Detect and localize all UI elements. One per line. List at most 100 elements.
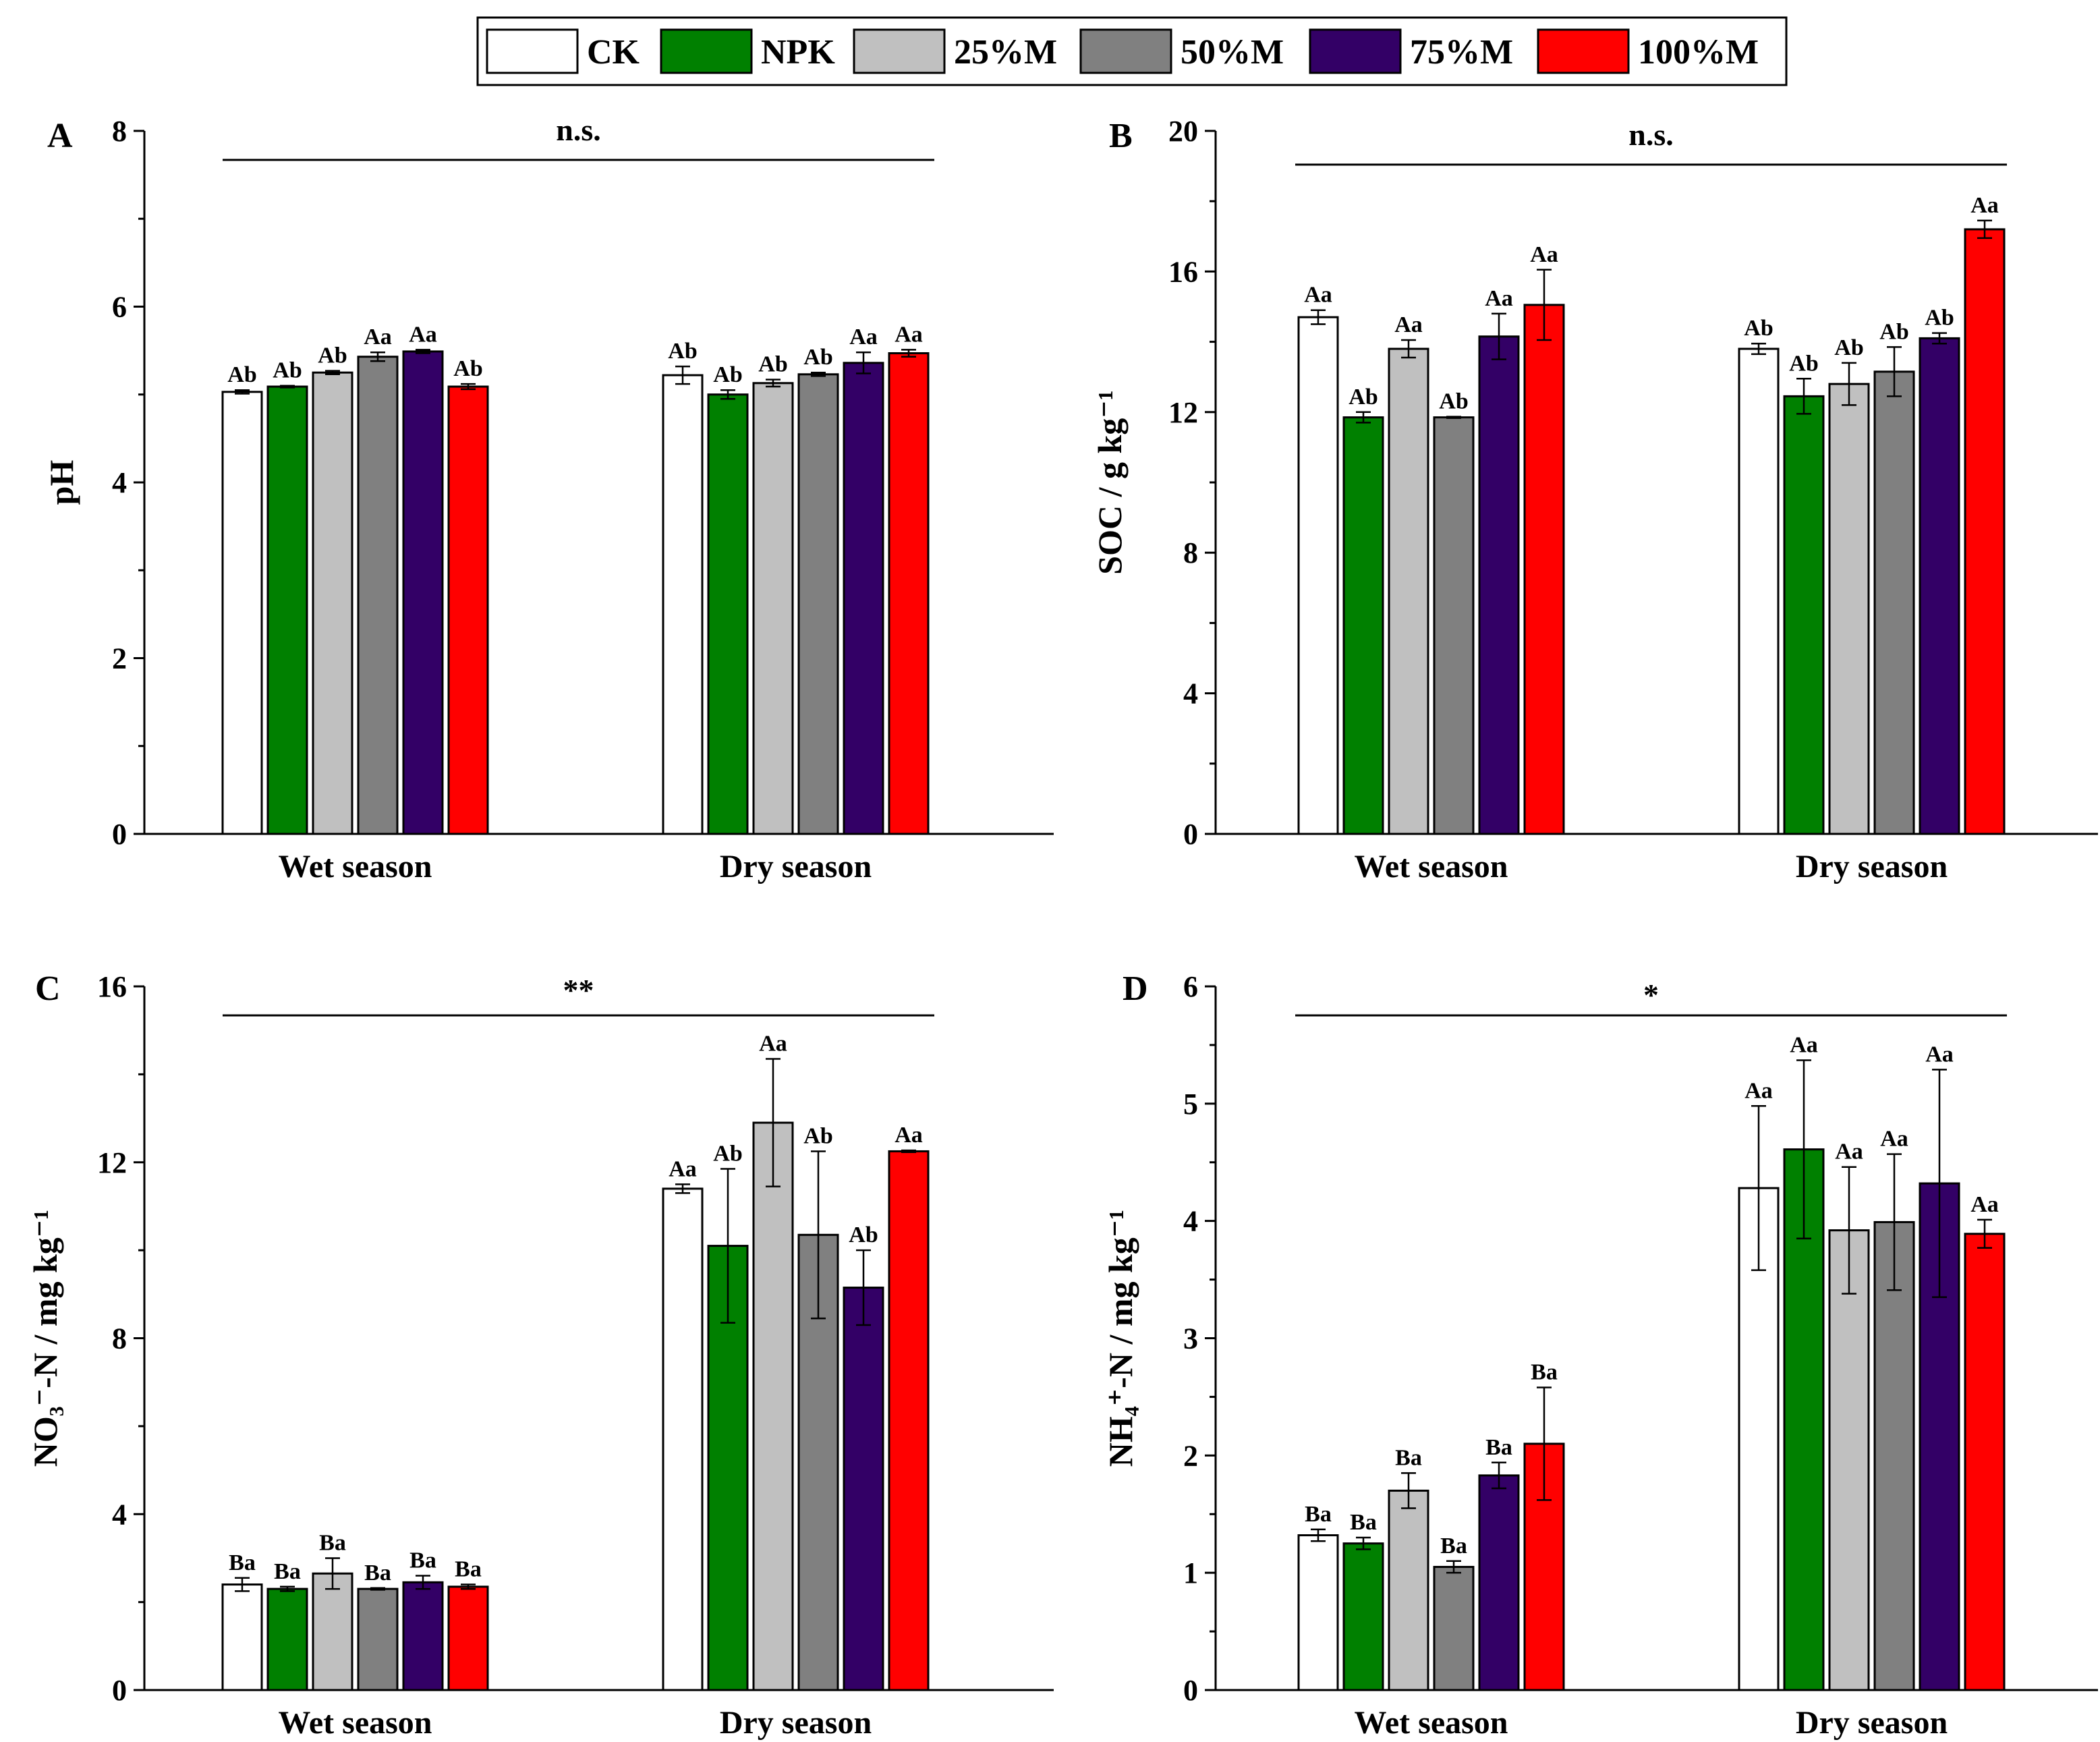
legend-swatch-ck <box>486 28 579 74</box>
bar-ck-wet-season <box>1297 1534 1339 1691</box>
bar-significance-label: Ab <box>1925 306 1954 331</box>
chart-panels: 0 2 4 6 8 ApH n.s. Wet season Ab Ab Ab Aa Aa Ab Dry se… <box>26 113 2098 1741</box>
bar-significance-label: Ab <box>758 352 787 377</box>
bar-significance-label: Ab <box>453 356 482 381</box>
bar-ck-wet-season <box>221 1583 263 1691</box>
bar-25-m-wet-season <box>312 371 353 835</box>
bar-ck-dry-season <box>662 1187 704 1691</box>
x-category-label: Dry season <box>1796 849 1948 884</box>
panel-a: 0 2 4 6 8 ApH n.s. Wet season Ab Ab Ab Aa Aa Ab Dry se… <box>42 113 1054 884</box>
x-category-label: Wet season <box>279 1705 432 1741</box>
y-tick-label: 6 <box>112 291 127 324</box>
bar-100-m-dry-season <box>888 1150 930 1691</box>
bar-ck-dry-season <box>1738 1187 1780 1691</box>
x-category-label: Dry season <box>1796 1705 1948 1741</box>
bar-75-m-wet-season <box>402 350 444 835</box>
bar-50-m-wet-season <box>357 1588 399 1691</box>
significance-label: ** <box>563 973 594 1007</box>
y-axis-label: NO₃⁻-N / mg kg⁻¹ <box>26 1210 64 1467</box>
bar-ck-dry-season <box>662 374 704 835</box>
legend-label-npk: NPK <box>761 33 835 72</box>
bar-25-m-wet-season <box>1388 1489 1429 1691</box>
bar-significance-label: Aa <box>849 325 878 349</box>
y-tick-label: 4 <box>112 1498 127 1531</box>
bar-significance-label: Ab <box>803 345 832 370</box>
bar-significance-label: Ba <box>1531 1360 1558 1385</box>
bar-100-m-wet-season <box>447 385 489 835</box>
bar-significance-label: Ab <box>803 1123 832 1148</box>
bar-significance-label: Ba <box>1485 1435 1512 1460</box>
bar-significance-label: Aa <box>759 1032 787 1057</box>
bar-75-m-dry-season <box>1919 337 1960 835</box>
bar-significance-label: Ba <box>229 1550 256 1575</box>
bar-significance-label: Aa <box>1835 1140 1863 1164</box>
legend-label-ck: CK <box>587 33 640 72</box>
bar-ck-dry-season <box>1738 347 1780 835</box>
bar-75-m-wet-season <box>1478 335 1520 835</box>
y-tick-label: 5 <box>1183 1088 1198 1121</box>
bar-25-m-dry-season <box>1828 1229 1870 1691</box>
bar-ck-wet-season <box>1297 316 1339 835</box>
bar-25-m-dry-season <box>752 1121 794 1691</box>
y-tick-label: 2 <box>112 642 127 675</box>
y-tick-label: 1 <box>1183 1556 1198 1590</box>
legend-label-100-m: 100%M <box>1638 33 1759 72</box>
panel-c: 0 4 8 12 16 C NO₃⁻-N / mg kg⁻¹ ** Wet season Ba Ba… <box>26 970 1054 1741</box>
bar-significance-label: Ab <box>1349 385 1378 410</box>
y-tick-label: 0 <box>112 818 127 851</box>
bar-50-m-dry-season <box>1873 370 1915 835</box>
bar-100-m-wet-season <box>1523 304 1565 835</box>
y-tick-label: 12 <box>97 1146 127 1179</box>
significance-label: * <box>1643 978 1659 1012</box>
bar-significance-label: Aa <box>1790 1033 1818 1058</box>
y-tick-label: 0 <box>1183 1674 1198 1707</box>
bar-significance-label: Ab <box>227 362 256 387</box>
bar-ck-wet-season <box>221 391 263 835</box>
bar-75-m-wet-season <box>402 1581 444 1691</box>
legend: CK NPK 25%M 50%M 75%M 100%M <box>476 16 1788 86</box>
y-tick-label: 2 <box>1183 1439 1198 1472</box>
bar-significance-label: Ab <box>1789 351 1818 376</box>
bar-significance-label: Aa <box>1304 283 1332 308</box>
bar-100-m-wet-season <box>447 1585 489 1691</box>
bar-significance-label: Ba <box>319 1530 346 1555</box>
bar-significance-label: Ba <box>409 1548 436 1573</box>
panel-b: 0 4 8 12 16 20 B SOC / g kg⁻¹ n.s. Wet season Aa Ab… <box>1091 115 2098 884</box>
y-axis-label: NH₄⁺-N / mg kg⁻¹ <box>1102 1210 1139 1467</box>
bar-significance-label: Aa <box>669 1156 697 1181</box>
x-category-label: Dry season <box>720 1705 872 1741</box>
bar-75-m-wet-season <box>1478 1474 1520 1691</box>
bar-significance-label: Ba <box>1350 1510 1377 1535</box>
bar-significance-label: Ab <box>318 343 347 368</box>
x-category-label: Dry season <box>720 849 872 884</box>
bar-100-m-dry-season <box>888 352 930 835</box>
bar-npk-wet-season <box>266 1588 308 1691</box>
y-axis-label: pH <box>42 460 80 505</box>
bar-significance-label: Aa <box>1970 1192 1999 1217</box>
bar-25-m-wet-season <box>1388 347 1429 835</box>
bar-significance-label: Ab <box>668 339 697 364</box>
bar-significance-label: Aa <box>364 325 392 349</box>
bar-significance-label: Ba <box>274 1559 301 1584</box>
y-tick-label: 6 <box>1183 970 1198 1003</box>
x-category-label: Wet season <box>1355 1705 1508 1741</box>
panel-letter: B <box>1109 117 1133 155</box>
bar-significance-label: Ab <box>1439 389 1468 414</box>
bar-75-m-dry-season <box>843 362 884 835</box>
bar-npk-dry-season <box>707 393 749 835</box>
bar-significance-label: Ab <box>713 1142 742 1167</box>
bar-significance-label: Aa <box>1744 1078 1773 1103</box>
bar-npk-wet-season <box>266 385 308 835</box>
significance-label: n.s. <box>556 113 600 147</box>
y-tick-label: 0 <box>112 1674 127 1707</box>
bar-100-m-dry-season <box>1964 228 2006 835</box>
legend-swatch-50-m <box>1079 28 1172 74</box>
x-category-label: Wet season <box>279 849 432 884</box>
bar-significance-label: Aa <box>1485 286 1513 311</box>
bar-npk-wet-season <box>1342 1542 1384 1691</box>
bar-100-m-dry-season <box>1964 1233 2006 1691</box>
bar-significance-label: Ab <box>1744 316 1773 341</box>
legend-swatch-npk <box>660 28 753 74</box>
bar-significance-label: Ba <box>455 1557 482 1582</box>
